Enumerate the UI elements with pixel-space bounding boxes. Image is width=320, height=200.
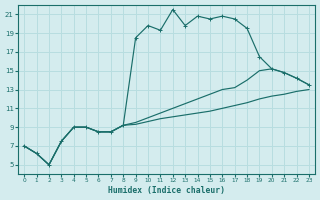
X-axis label: Humidex (Indice chaleur): Humidex (Indice chaleur) <box>108 186 225 195</box>
